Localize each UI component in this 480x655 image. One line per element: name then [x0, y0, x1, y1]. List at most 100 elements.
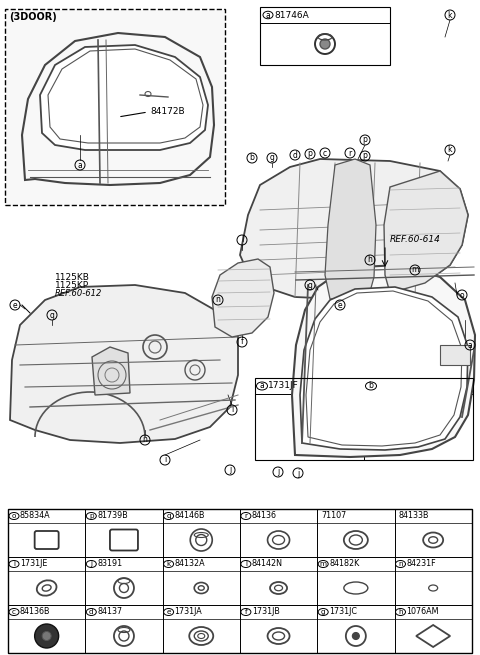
Text: d: d: [89, 609, 94, 615]
Text: 84136: 84136: [252, 512, 277, 521]
Text: 81739B: 81739B: [97, 512, 128, 521]
Text: c: c: [323, 149, 327, 157]
Text: p: p: [362, 136, 367, 145]
Text: k: k: [448, 10, 452, 20]
Text: 1076AM: 1076AM: [407, 607, 439, 616]
Text: j: j: [297, 468, 299, 477]
Text: 84136B: 84136B: [20, 607, 50, 616]
Bar: [440, 345, 470, 365]
Text: b: b: [369, 381, 373, 390]
Text: REF.60-614: REF.60-614: [390, 236, 441, 244]
Text: (3DOOR): (3DOOR): [9, 12, 57, 22]
Text: p: p: [308, 149, 312, 159]
Bar: [8, 557, 85, 605]
Text: c: c: [12, 609, 16, 615]
Text: l: l: [245, 561, 247, 567]
Text: o: o: [12, 513, 16, 519]
Text: a: a: [78, 160, 83, 170]
Text: q: q: [166, 513, 171, 519]
Text: g: g: [321, 609, 325, 615]
Text: 1731JE: 1731JE: [20, 559, 48, 569]
Circle shape: [42, 631, 51, 641]
Bar: [85, 557, 163, 605]
Bar: [8, 509, 85, 557]
Text: i: i: [164, 455, 166, 464]
Text: 84133B: 84133B: [398, 512, 429, 521]
Text: n: n: [143, 436, 147, 445]
Text: o: o: [460, 291, 464, 299]
Text: i: i: [13, 561, 15, 567]
Text: q: q: [49, 310, 54, 320]
Text: r: r: [348, 149, 352, 157]
Text: p: p: [362, 151, 367, 160]
Polygon shape: [92, 347, 130, 395]
Bar: [395, 605, 472, 653]
Text: g: g: [270, 153, 275, 162]
Text: 1731JC: 1731JC: [329, 607, 357, 616]
Polygon shape: [240, 159, 468, 299]
Text: REF.60-612: REF.60-612: [55, 288, 102, 297]
Bar: [8, 509, 472, 653]
Text: m: m: [411, 265, 419, 274]
Text: 85834A: 85834A: [20, 512, 50, 521]
Bar: [85, 509, 163, 557]
Circle shape: [320, 39, 330, 49]
Polygon shape: [325, 159, 376, 299]
Text: h: h: [398, 609, 403, 615]
Polygon shape: [292, 265, 475, 457]
Bar: [317, 509, 395, 557]
Polygon shape: [40, 45, 208, 150]
Polygon shape: [212, 259, 274, 337]
Text: 84182K: 84182K: [329, 559, 360, 569]
Bar: [395, 509, 472, 557]
Text: i: i: [231, 405, 233, 415]
Text: a: a: [260, 381, 264, 390]
Text: f: f: [245, 609, 247, 615]
Text: j: j: [90, 561, 92, 567]
Text: d: d: [293, 151, 298, 160]
Text: g: g: [308, 280, 312, 290]
Bar: [240, 605, 317, 653]
Text: e: e: [338, 301, 342, 310]
Text: 1731JA: 1731JA: [175, 607, 203, 616]
Bar: [255, 378, 473, 460]
Text: 1731JF: 1731JF: [268, 381, 299, 390]
Text: 81746A: 81746A: [274, 10, 309, 20]
Bar: [8, 605, 85, 653]
Text: 84146B: 84146B: [175, 512, 205, 521]
Text: e: e: [167, 609, 171, 615]
Text: f: f: [240, 337, 243, 346]
Bar: [240, 557, 317, 605]
Text: j: j: [229, 466, 231, 474]
Bar: [240, 509, 317, 557]
Bar: [85, 605, 163, 653]
Bar: [317, 605, 395, 653]
Circle shape: [352, 633, 360, 639]
Text: j: j: [277, 468, 279, 476]
Circle shape: [35, 624, 59, 648]
Text: m: m: [320, 561, 327, 567]
Text: k: k: [167, 561, 171, 567]
Text: 84172B: 84172B: [150, 107, 185, 117]
Text: l: l: [241, 236, 243, 244]
Text: 71107: 71107: [321, 512, 347, 521]
Text: h: h: [368, 255, 372, 265]
Text: a: a: [265, 10, 270, 20]
Polygon shape: [10, 285, 238, 443]
Text: 1125KP: 1125KP: [55, 280, 89, 290]
Polygon shape: [300, 287, 468, 450]
Text: p: p: [89, 513, 94, 519]
Text: n: n: [216, 295, 220, 305]
Bar: [163, 509, 240, 557]
Text: a: a: [468, 341, 472, 350]
Text: 1731JB: 1731JB: [252, 607, 280, 616]
Text: 84132A: 84132A: [175, 559, 205, 569]
Bar: [163, 557, 240, 605]
Text: 84137: 84137: [97, 607, 122, 616]
Text: 84142N: 84142N: [252, 559, 283, 569]
Text: 1125KB: 1125KB: [55, 272, 90, 282]
Text: 83191: 83191: [97, 559, 122, 569]
Text: r: r: [244, 513, 247, 519]
Bar: [395, 557, 472, 605]
Polygon shape: [384, 171, 468, 293]
